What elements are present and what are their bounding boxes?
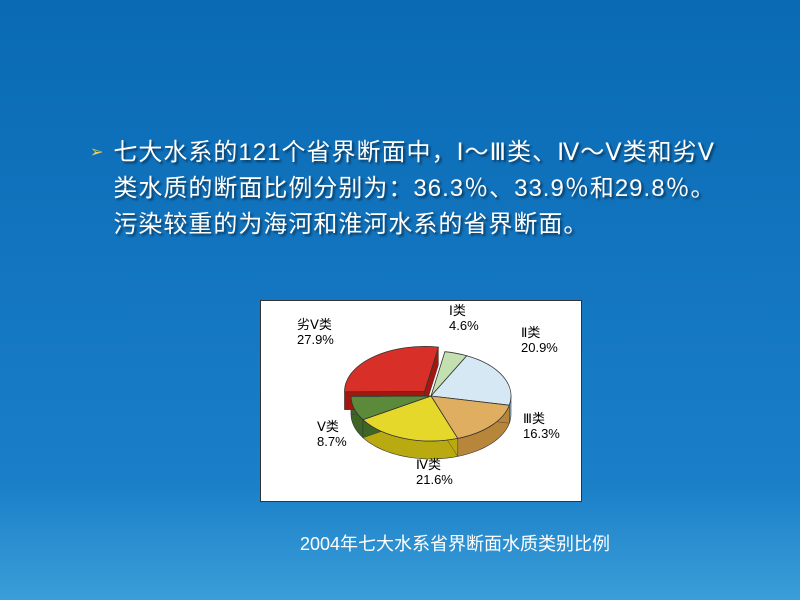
- pie-chart-box: Ⅰ类4.6% Ⅱ类20.9% Ⅲ类16.3% Ⅳ类21.6% Ⅴ类8.7% 劣Ⅴ类27.9…: [260, 300, 582, 502]
- pie-chart-svg: Ⅰ类4.6% Ⅱ类20.9% Ⅲ类16.3% Ⅳ类21.6% Ⅴ类8.7% 劣Ⅴ类27.9…: [261, 301, 581, 501]
- pie-slice-label: Ⅱ类: [521, 325, 540, 340]
- pie-slice-label: 劣Ⅴ类: [297, 317, 332, 332]
- pie-slice-label: Ⅳ类: [416, 457, 441, 472]
- pie-slice-percent: 20.9%: [521, 340, 558, 355]
- slide: ➢ 七大水系的121个省界断面中，Ⅰ～Ⅲ类、Ⅳ～Ⅴ类和劣Ⅴ类水质的断面比例分别为…: [0, 0, 800, 600]
- bullet-marker-icon: ➢: [90, 135, 103, 171]
- bullet-text: 七大水系的121个省界断面中，Ⅰ～Ⅲ类、Ⅳ～Ⅴ类和劣Ⅴ类水质的断面比例分别为：3…: [113, 135, 730, 243]
- pie-slice-label: Ⅴ类: [317, 419, 339, 434]
- pie-slice-label: Ⅲ类: [523, 411, 545, 426]
- bullet-row: ➢ 七大水系的121个省界断面中，Ⅰ～Ⅲ类、Ⅳ～Ⅴ类和劣Ⅴ类水质的断面比例分别为…: [0, 135, 800, 243]
- pie-slice-percent: 4.6%: [449, 318, 479, 333]
- pie-slice: [345, 346, 439, 391]
- pie-slice-percent: 21.6%: [416, 472, 453, 487]
- pie-slice-percent: 16.3%: [523, 426, 560, 441]
- pie-slice-label: Ⅰ类: [449, 303, 466, 318]
- chart-caption: 2004年七大水系省界断面水质类别比例: [300, 530, 610, 556]
- pie-slice-percent: 27.9%: [297, 332, 334, 347]
- pie-slice-percent: 8.7%: [317, 434, 347, 449]
